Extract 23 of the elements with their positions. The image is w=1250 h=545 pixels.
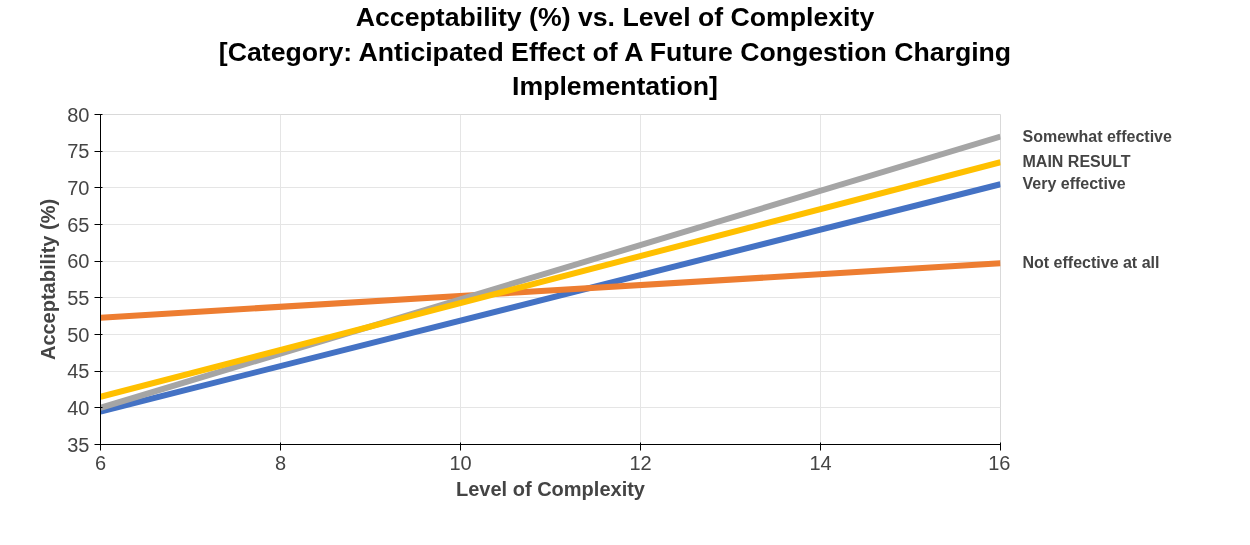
x-tick-label: 12 xyxy=(629,451,652,474)
x-tick-label: 14 xyxy=(809,451,832,474)
y-tick-label: 80 xyxy=(67,103,90,126)
x-tick-label: 6 xyxy=(94,451,107,474)
y-tick-label: 65 xyxy=(67,213,90,236)
x-tick-label: 8 xyxy=(274,451,287,474)
series-label: Not effective at all xyxy=(1022,254,1160,272)
y-tick-label: 70 xyxy=(67,176,90,199)
y-tick-label: 40 xyxy=(67,396,90,419)
x-tick-label: 16 xyxy=(988,451,1011,474)
series-label: Very effective xyxy=(1022,175,1126,193)
y-tick-label: 55 xyxy=(67,286,90,309)
x-axis-title: Level of Complexity xyxy=(456,477,646,500)
y-tick-label: 35 xyxy=(67,433,90,456)
y-tick-label: 60 xyxy=(67,250,90,273)
y-tick-label: 75 xyxy=(67,140,90,163)
x-tick-label: 10 xyxy=(449,451,472,474)
y-tick-label: 50 xyxy=(67,323,90,346)
chart-title: Acceptability (%) vs. Level of Complexity [Category: Anticipated Effect of A Future Congestion Charging Implementation] xyxy=(218,1,1012,104)
y-tick-label: 45 xyxy=(67,360,90,383)
y-axis-title: Acceptability (%) xyxy=(37,198,60,361)
series-label: MAIN RESULT xyxy=(1022,153,1131,171)
series-label: Somewhat effective xyxy=(1022,127,1172,145)
